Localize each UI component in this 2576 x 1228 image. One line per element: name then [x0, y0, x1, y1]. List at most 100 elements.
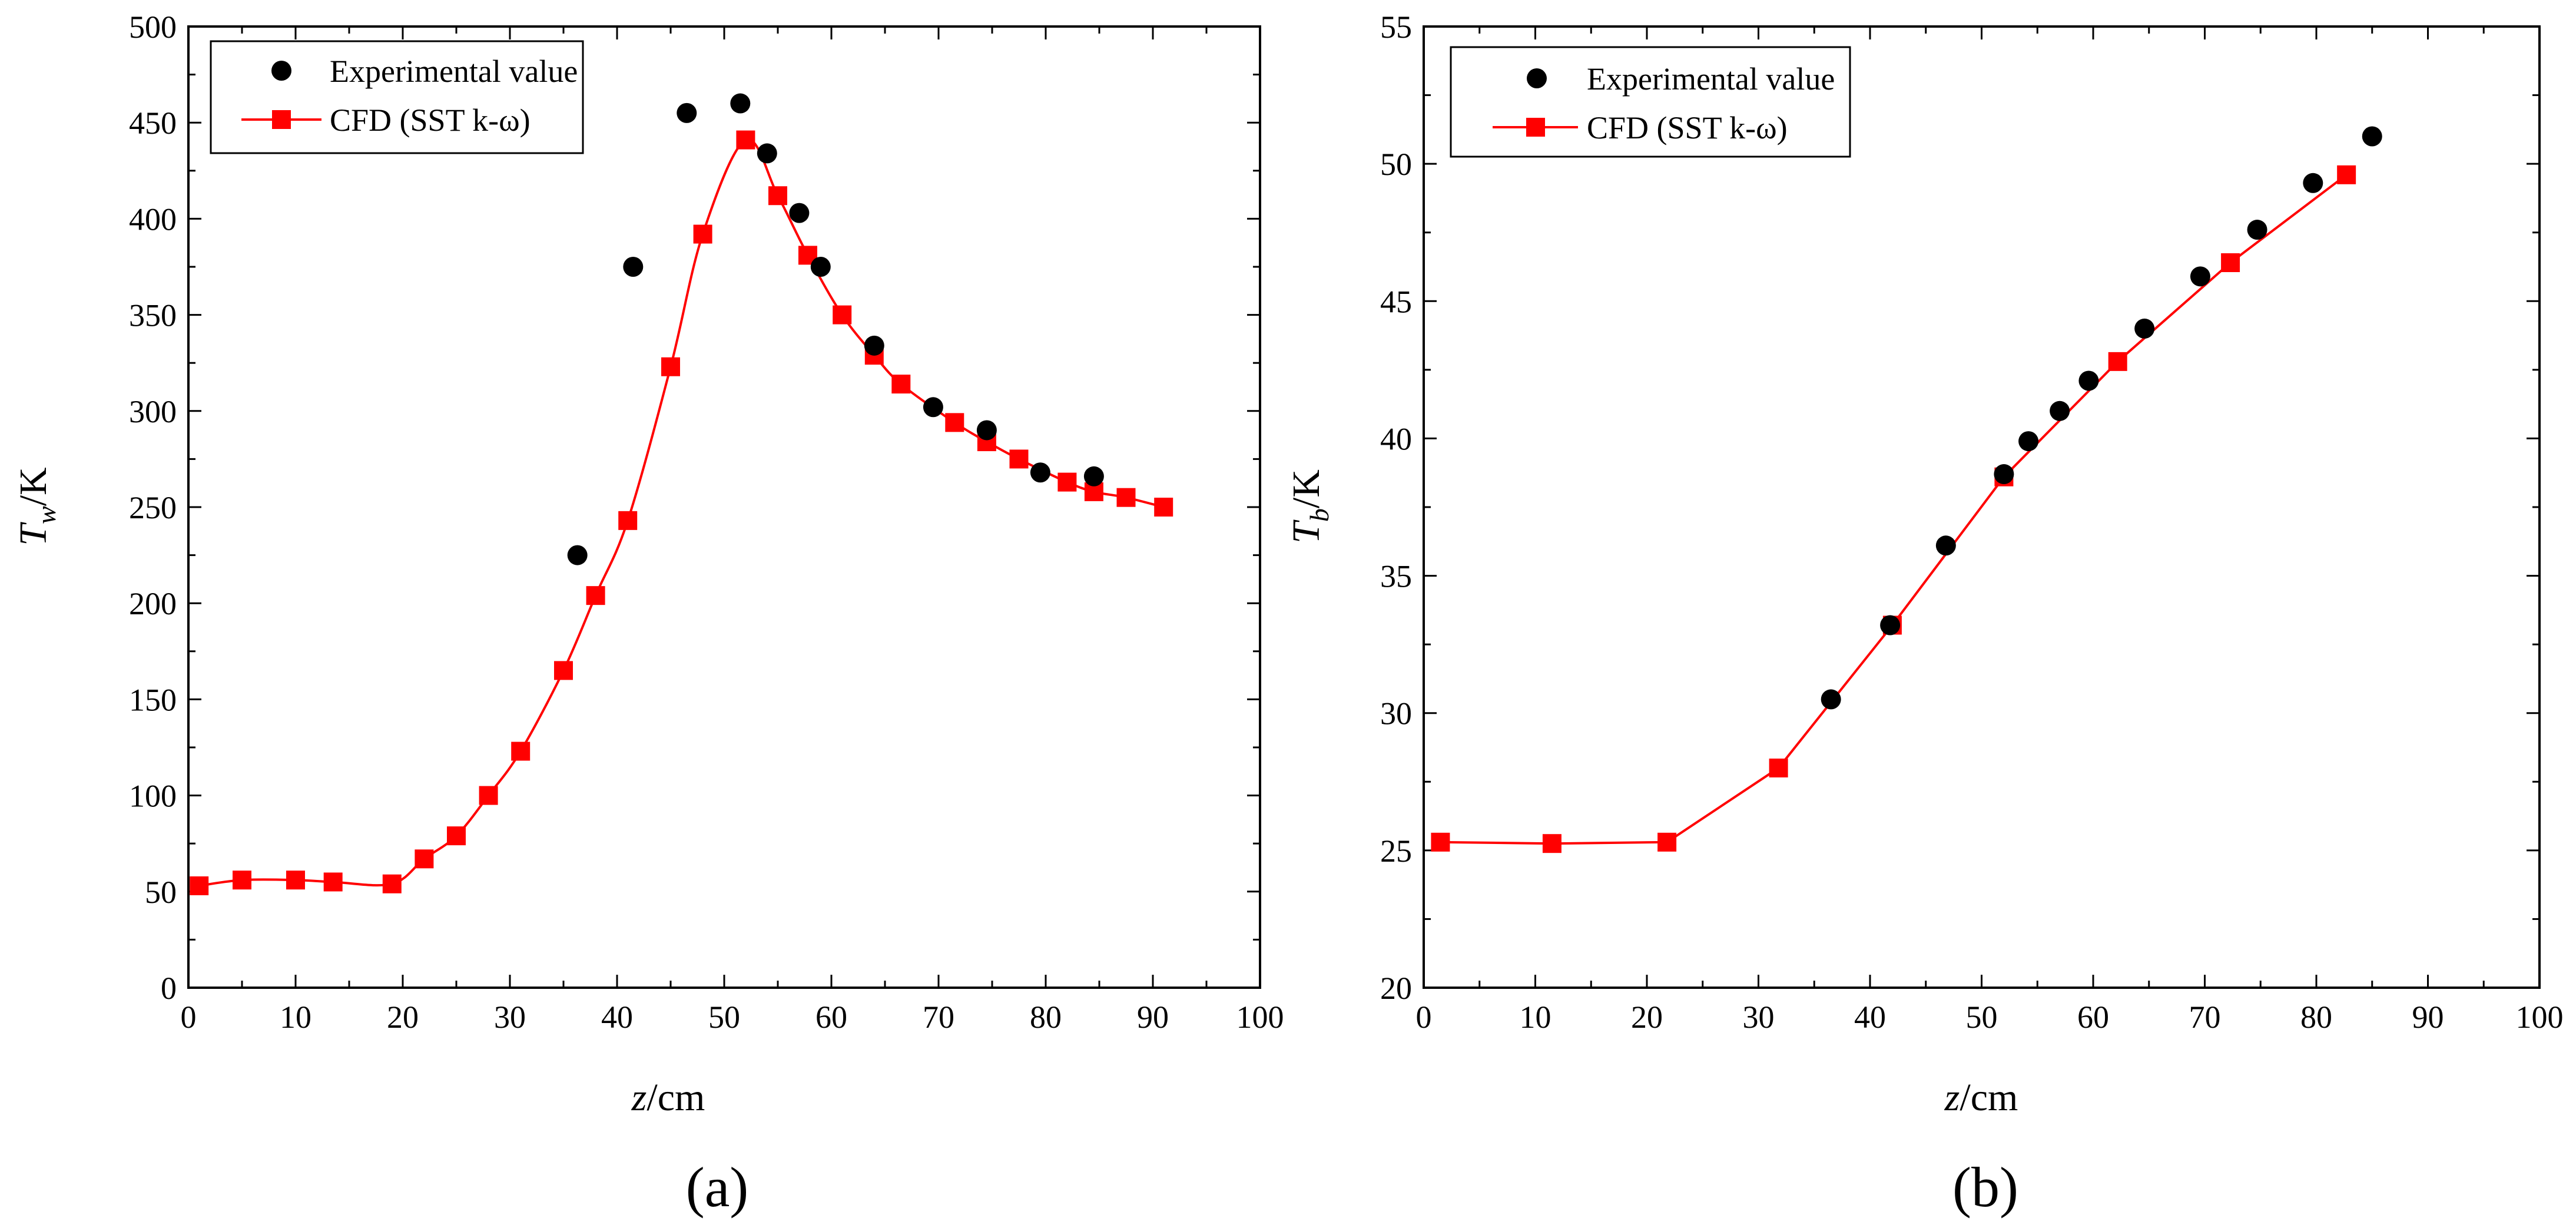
cfd-point	[1057, 472, 1077, 492]
legend-cfd-marker-a	[272, 110, 291, 129]
y-tick-label: 30	[1380, 696, 1412, 731]
panel-label-b: (b)	[1952, 1156, 2018, 1219]
experimental-point	[1821, 689, 1841, 710]
legend-a: Experimental value CFD (SST k-ω)	[210, 40, 584, 154]
legend-box-b	[1450, 46, 1851, 158]
cfd-point	[554, 661, 573, 680]
y-tick-label: 300	[129, 394, 177, 429]
experimental-point	[623, 257, 644, 277]
x-axis-title-b: z/cm	[1944, 1076, 2018, 1119]
cfd-point	[586, 586, 605, 605]
x-tick-label: 70	[2189, 999, 2221, 1035]
experimental-point	[923, 397, 943, 418]
cfd-point	[945, 413, 964, 432]
experimental-point	[810, 257, 831, 277]
y-tick-label: 35	[1380, 559, 1412, 594]
y-tick-labels-b: 20 25 30 35 40 45 50 55	[1380, 9, 1412, 1006]
y-tick-label: 50	[145, 875, 177, 910]
x-tick-label: 0	[181, 999, 197, 1035]
x-tick-label: 30	[494, 999, 526, 1035]
experimental-markers-a	[567, 93, 1104, 565]
experimental-markers-b	[1821, 126, 2382, 710]
x-tick-label: 80	[1030, 999, 1062, 1035]
x-tick-label: 0	[1416, 999, 1432, 1035]
x-tick-label: 40	[601, 999, 633, 1035]
cfd-point	[1154, 498, 1173, 517]
y-tick-label: 500	[129, 9, 177, 45]
legend-exp-marker-a	[271, 61, 291, 81]
y-axis-title-b: Tb/K	[1285, 469, 1334, 544]
x-tick-label: 50	[1966, 999, 1998, 1035]
cfd-curve-b	[1440, 174, 2348, 845]
cfd-point	[1657, 832, 1677, 852]
experimental-point	[677, 102, 697, 123]
x-tick-label: 20	[387, 999, 419, 1035]
legend-cfd-marker-b	[1526, 118, 1545, 137]
x-tick-label: 20	[1631, 999, 1663, 1035]
x-tick-label: 10	[1520, 999, 1551, 1035]
experimental-point	[789, 203, 810, 223]
tick-marks-a	[187, 25, 1261, 989]
experimental-point	[1030, 462, 1050, 483]
x-tick-label: 40	[1854, 999, 1886, 1035]
legend-exp-marker-b	[1527, 68, 1547, 88]
cfd-point	[891, 375, 911, 394]
plot-frame-b	[1423, 25, 2541, 989]
cfd-point	[736, 130, 755, 150]
cfd-markers-a	[190, 130, 1173, 896]
experimental-point	[757, 143, 777, 164]
cfd-line	[198, 138, 1164, 887]
y-tick-label: 400	[129, 201, 177, 237]
x-tick-label: 10	[280, 999, 311, 1035]
y-tick-label: 450	[129, 105, 177, 141]
experimental-point	[1083, 466, 1104, 486]
cfd-curve-a	[198, 138, 1164, 887]
cfd-point	[511, 742, 531, 761]
x-tick-label: 30	[1743, 999, 1775, 1035]
x-tick-label: 90	[2412, 999, 2444, 1035]
cfd-point	[323, 872, 343, 892]
experimental-point	[2303, 173, 2323, 193]
cfd-point	[2108, 352, 2127, 371]
cfd-point	[479, 786, 498, 805]
cfd-point	[190, 876, 209, 896]
y-tick-label: 150	[129, 682, 177, 717]
y-tick-label: 25	[1380, 833, 1412, 869]
x-tick-label: 100	[2516, 999, 2564, 1035]
experimental-point	[730, 93, 751, 114]
cfd-markers-b	[1431, 165, 2356, 853]
experimental-point	[864, 335, 884, 356]
x-tick-label: 70	[923, 999, 954, 1035]
y-tick-label: 100	[129, 779, 177, 814]
plot-frame-a	[187, 25, 1261, 989]
cfd-point	[1116, 488, 1136, 507]
x-tick-label: 60	[2077, 999, 2109, 1035]
experimental-point	[976, 420, 997, 441]
cfd-point	[833, 305, 852, 325]
x-tick-labels-b: 0 10 20 30 40 50 60 70 80 90 100	[1416, 999, 2564, 1035]
y-tick-label: 50	[1380, 147, 1412, 182]
cfd-point	[2337, 165, 2356, 184]
experimental-point	[1880, 615, 1901, 635]
cfd-point	[693, 224, 712, 244]
x-tick-label: 50	[708, 999, 740, 1035]
y-tick-label: 20	[1380, 971, 1412, 1006]
legend-exp-label-a: Experimental value	[330, 54, 578, 89]
y-tick-label: 250	[129, 490, 177, 525]
chart-panel-b: 0 10 20 30 40 50 60 70 80 90 100 2025303540455055 …	[1285, 9, 2564, 1219]
panel-label-a: (a)	[686, 1156, 749, 1219]
cfd-point	[661, 357, 680, 376]
y-axis-title-a: Tw/K	[12, 467, 61, 545]
chart-panel-a: 0 10 20 30 40 50 60 70 80 90 100 0 50 100 150 200 250 30…	[12, 9, 1284, 1219]
experimental-point	[2190, 266, 2210, 287]
y-tick-label: 40	[1380, 421, 1412, 456]
experimental-point	[1935, 535, 1956, 556]
cfd-point	[768, 186, 787, 206]
experimental-point	[567, 545, 588, 565]
cfd-point	[2221, 253, 2240, 273]
experimental-point	[2018, 431, 2039, 452]
legend-exp-label-b: Experimental value	[1587, 61, 1835, 97]
y-tick-label: 200	[129, 586, 177, 621]
x-tick-label: 60	[815, 999, 847, 1035]
